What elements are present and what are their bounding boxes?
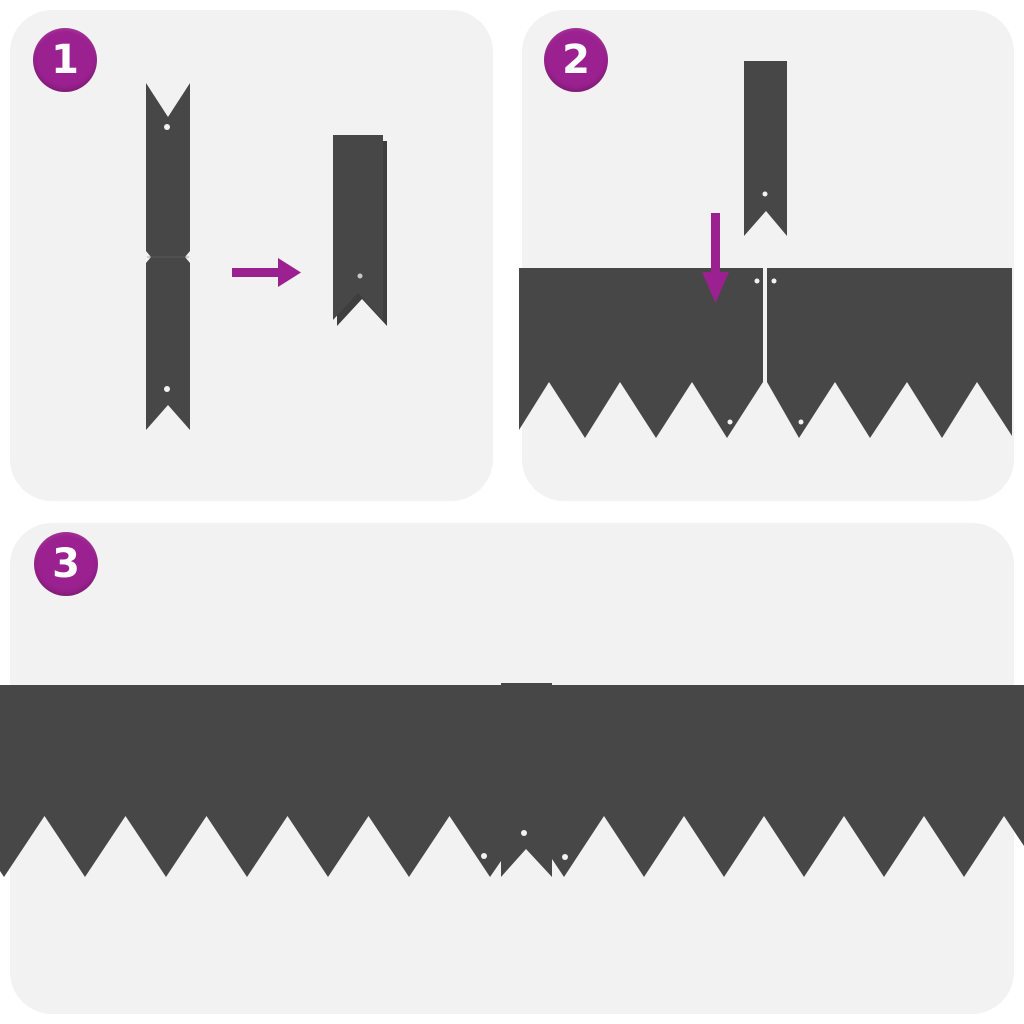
step-1-number-badge: 1 [33, 28, 97, 92]
step-1-panel [10, 10, 493, 501]
step-2-number-badge: 2 [544, 28, 608, 92]
step-3-number: 3 [52, 541, 80, 587]
step-1-number: 1 [51, 37, 79, 83]
step-3-number-badge: 3 [34, 532, 98, 596]
step-2-number: 2 [562, 37, 590, 83]
step-3-panel [10, 523, 1014, 1014]
